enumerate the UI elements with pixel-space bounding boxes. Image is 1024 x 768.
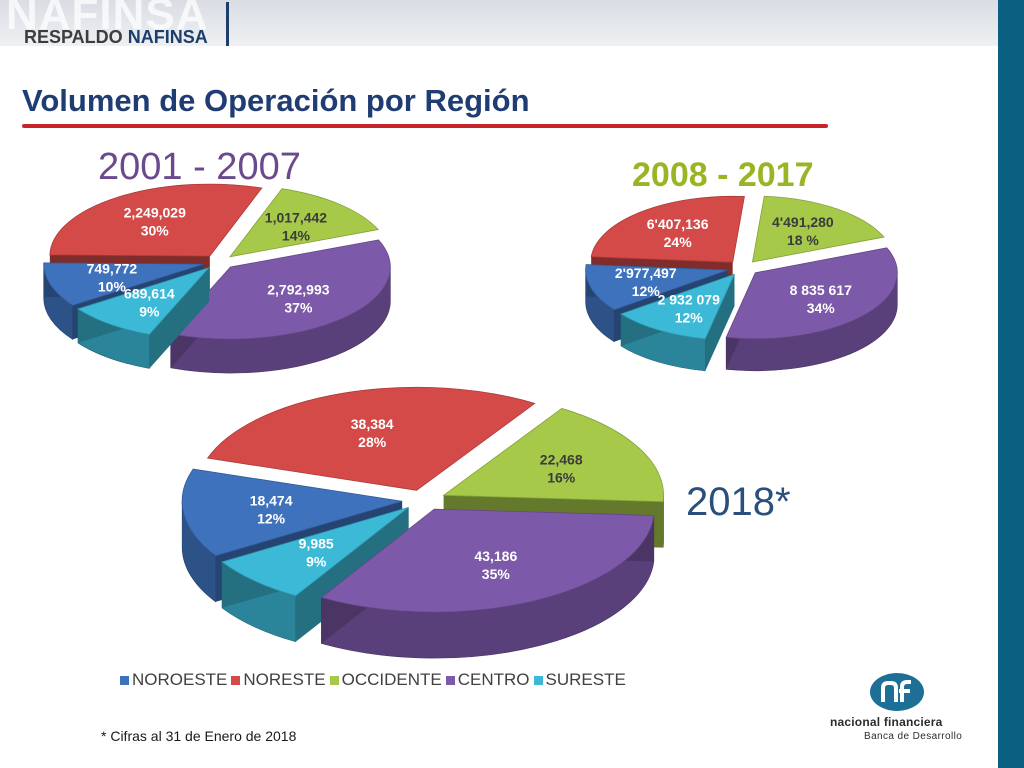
- pie-slice-noreste: [206, 386, 536, 491]
- slice-top-noroeste: [43, 262, 204, 306]
- period-title-2001-2007: 2001 - 2007: [98, 146, 301, 188]
- data-label-percent-noroeste: 10%: [98, 279, 127, 295]
- pie-slice-occidente: [751, 195, 885, 263]
- pie-slice-occidente: [229, 188, 379, 258]
- title-underline: [22, 124, 828, 128]
- data-label-value-occidente: 4'491,280: [772, 214, 834, 230]
- data-label-value-sureste: 9,985: [299, 535, 334, 551]
- data-label-value-sureste: 689,614: [124, 285, 175, 301]
- data-label-percent-sureste: 9%: [306, 553, 327, 569]
- header-bar: [0, 0, 998, 46]
- period-title-2008-2017: 2008 - 2017: [632, 156, 814, 194]
- data-label-percent-occidente: 18 %: [787, 232, 819, 248]
- brand-watermark: NAFINSA: [6, 0, 209, 39]
- brand-separator: [226, 2, 229, 46]
- side-accent-bar: [998, 0, 1024, 768]
- period-title-2018: 2018*: [686, 480, 791, 524]
- data-label-value-occidente: 1,017,442: [265, 209, 327, 225]
- legend-swatch-occidente: [329, 675, 339, 685]
- slice-top-occidente: [442, 408, 665, 503]
- slice-top-noreste: [590, 195, 745, 263]
- data-label-percent-noreste: 28%: [358, 434, 387, 450]
- chart-legend: NOROESTE NORESTE OCCIDENTE CENTRO SUREST…: [120, 670, 630, 690]
- data-label-value-noreste: 2,249,029: [124, 205, 186, 221]
- legend-swatch-centro: [445, 675, 455, 685]
- logo-subtitle: Banca de Desarrollo: [864, 731, 963, 742]
- footnote: * Cifras al 31 de Enero de 2018: [101, 728, 297, 744]
- brand-tagline: RESPALDO NAFINSA: [24, 27, 208, 48]
- data-label-value-noreste: 38,384: [351, 416, 394, 432]
- data-label-value-noroeste: 2'977,497: [615, 265, 677, 281]
- data-label-value-noreste: 6'407,136: [647, 216, 709, 232]
- slice-top-centro: [320, 508, 655, 613]
- legend-label-sureste: SURESTE: [545, 670, 626, 689]
- page-title: Volumen de Operación por Región: [22, 83, 530, 118]
- brand-tagline-part-1: RESPALDO: [24, 27, 123, 47]
- data-label-percent-centro: 34%: [807, 300, 836, 316]
- slice-top-occidente: [229, 188, 379, 258]
- legend-item-noreste: NORESTE: [231, 670, 326, 690]
- data-label-percent-noreste: 24%: [664, 234, 693, 250]
- data-label-value-noroeste: 18,474: [250, 493, 293, 509]
- slice-top-noroeste: [585, 264, 728, 311]
- data-label-percent-sureste: 9%: [139, 303, 160, 319]
- slice-top-noroeste: [181, 468, 403, 557]
- data-label-value-noroeste: 749,772: [87, 261, 138, 277]
- data-label-percent-noroeste: 12%: [632, 283, 661, 299]
- nf-logo-icon: [870, 673, 924, 711]
- slice-top-occidente: [751, 195, 885, 263]
- data-label-value-centro: 2,792,993: [267, 282, 329, 298]
- legend-item-occidente: OCCIDENTE: [329, 670, 442, 690]
- legend-item-sureste: SURESTE: [533, 670, 626, 690]
- pie-slice-sureste: [77, 266, 211, 369]
- data-label-percent-centro: 37%: [284, 300, 313, 316]
- legend-label-noroeste: NOROESTE: [132, 670, 228, 689]
- data-label-percent-occidente: 14%: [282, 227, 311, 243]
- data-label-percent-centro: 35%: [482, 566, 511, 582]
- slice-top-sureste: [620, 273, 736, 340]
- slice-top-sureste: [77, 266, 211, 335]
- slice-top-noreste: [49, 183, 263, 257]
- pie-slice-centro: [725, 247, 898, 372]
- pie-slice-centro: [169, 239, 391, 374]
- legend-swatch-sureste: [533, 675, 543, 685]
- brand-tagline-part-2: NAFINSA: [127, 27, 208, 47]
- legend-item-centro: CENTRO: [445, 670, 530, 690]
- legend-label-centro: CENTRO: [457, 670, 530, 689]
- legend-swatch-noroeste: [120, 675, 129, 685]
- legend-item-noroeste: NOROESTE: [120, 670, 227, 690]
- pie-chart-2008-2017: 4'491,280 18 % 6'407,136 24% 2'977,497 12% 8 8…: [585, 195, 898, 372]
- data-label-percent-noreste: 30%: [141, 223, 170, 239]
- data-label-percent-sureste: 12%: [675, 310, 704, 326]
- legend-swatch-noreste: [231, 675, 241, 685]
- legend-label-noreste: NORESTE: [243, 670, 326, 689]
- data-label-value-centro: 43,186: [474, 548, 517, 564]
- slice-top-sureste: [221, 506, 409, 597]
- data-label-percent-occidente: 16%: [547, 469, 576, 485]
- data-label-value-centro: 8 835 617: [790, 282, 852, 298]
- legend-label-occidente: OCCIDENTE: [341, 670, 442, 689]
- data-label-value-sureste: 2 932 079: [658, 292, 720, 308]
- data-label-value-occidente: 22,468: [540, 451, 583, 467]
- pie-slice-sureste: [620, 273, 736, 372]
- slice-top-centro: [725, 247, 898, 340]
- data-label-percent-noroeste: 12%: [257, 511, 286, 527]
- slice-top-centro: [169, 239, 391, 340]
- pie-chart-2001-2007: 2,249,029 30% 1,017,442 14% 749,772 10% 2,792,…: [43, 183, 391, 374]
- pie-slice-centro: [320, 508, 655, 659]
- pie-chart-2018: 38,384 28% 22,468 16% 18,474 12% 9,985 9% 43,186…: [181, 386, 665, 659]
- logo-name: nacional financiera: [830, 715, 943, 729]
- slice-top-noreste: [206, 386, 536, 491]
